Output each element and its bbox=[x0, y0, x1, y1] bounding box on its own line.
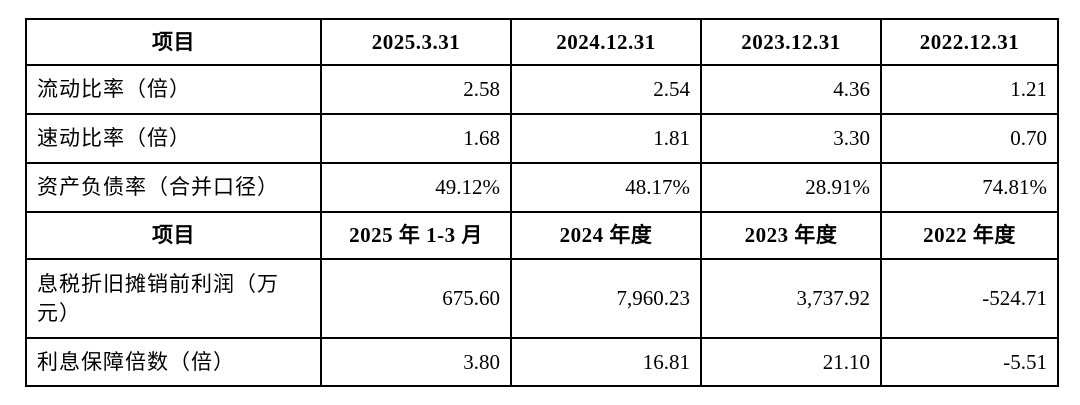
cell-value: 28.91% bbox=[700, 162, 882, 213]
cell-value: 74.81% bbox=[880, 162, 1059, 213]
financial-ratios-table: 项目 2025.3.31 2024.12.31 2023.12.31 2022.… bbox=[25, 18, 1059, 387]
cell-value: 675.60 bbox=[320, 258, 512, 339]
column-header-2023-annual: 2023 年度 bbox=[700, 211, 882, 260]
cell-value: 0.70 bbox=[880, 113, 1059, 164]
cell-value: 1.81 bbox=[510, 113, 702, 164]
cell-value: 16.81 bbox=[510, 337, 702, 387]
column-header-2022-12-31: 2022.12.31 bbox=[880, 18, 1059, 66]
row-label: 流动比率（倍） bbox=[25, 64, 322, 115]
header-row-dates: 项目 2025.3.31 2024.12.31 2023.12.31 2022.… bbox=[25, 18, 1059, 66]
row-label: 资产负债率（合并口径） bbox=[25, 162, 322, 213]
cell-value: 7,960.23 bbox=[510, 258, 702, 339]
cell-value: 2.58 bbox=[320, 64, 512, 115]
row-label: 速动比率（倍） bbox=[25, 113, 322, 164]
column-header-2023-12-31: 2023.12.31 bbox=[700, 18, 882, 66]
cell-value: 49.12% bbox=[320, 162, 512, 213]
cell-value: -524.71 bbox=[880, 258, 1059, 339]
cell-value: 21.10 bbox=[700, 337, 882, 387]
table-row-current-ratio: 流动比率（倍） 2.58 2.54 4.36 1.21 bbox=[25, 64, 1059, 115]
cell-value: 3.80 bbox=[320, 337, 512, 387]
table-row-debt-ratio: 资产负债率（合并口径） 49.12% 48.17% 28.91% 74.81% bbox=[25, 162, 1059, 213]
cell-value: 3.30 bbox=[700, 113, 882, 164]
cell-value: 48.17% bbox=[510, 162, 702, 213]
table-row-interest-coverage: 利息保障倍数（倍） 3.80 16.81 21.10 -5.51 bbox=[25, 337, 1059, 387]
cell-value: -5.51 bbox=[880, 337, 1059, 387]
column-header-2024-12-31: 2024.12.31 bbox=[510, 18, 702, 66]
column-header-2025-3-31: 2025.3.31 bbox=[320, 18, 512, 66]
cell-value: 3,737.92 bbox=[700, 258, 882, 339]
column-header-2022-annual: 2022 年度 bbox=[880, 211, 1059, 260]
column-header-item: 项目 bbox=[25, 211, 322, 260]
table-row-quick-ratio: 速动比率（倍） 1.68 1.81 3.30 0.70 bbox=[25, 113, 1059, 164]
column-header-item: 项目 bbox=[25, 18, 322, 66]
row-label: 利息保障倍数（倍） bbox=[25, 337, 322, 387]
column-header-2025-q1: 2025 年 1-3 月 bbox=[320, 211, 512, 260]
header-row-periods: 项目 2025 年 1-3 月 2024 年度 2023 年度 2022 年度 bbox=[25, 211, 1059, 260]
cell-value: 4.36 bbox=[700, 64, 882, 115]
cell-value: 1.68 bbox=[320, 113, 512, 164]
column-header-2024-annual: 2024 年度 bbox=[510, 211, 702, 260]
row-label: 息税折旧摊销前利润（万元） bbox=[25, 258, 322, 339]
table-row-ebitda: 息税折旧摊销前利润（万元） 675.60 7,960.23 3,737.92 -… bbox=[25, 258, 1059, 339]
cell-value: 1.21 bbox=[880, 64, 1059, 115]
cell-value: 2.54 bbox=[510, 64, 702, 115]
financial-ratios-table-container: 项目 2025.3.31 2024.12.31 2023.12.31 2022.… bbox=[25, 18, 1059, 387]
